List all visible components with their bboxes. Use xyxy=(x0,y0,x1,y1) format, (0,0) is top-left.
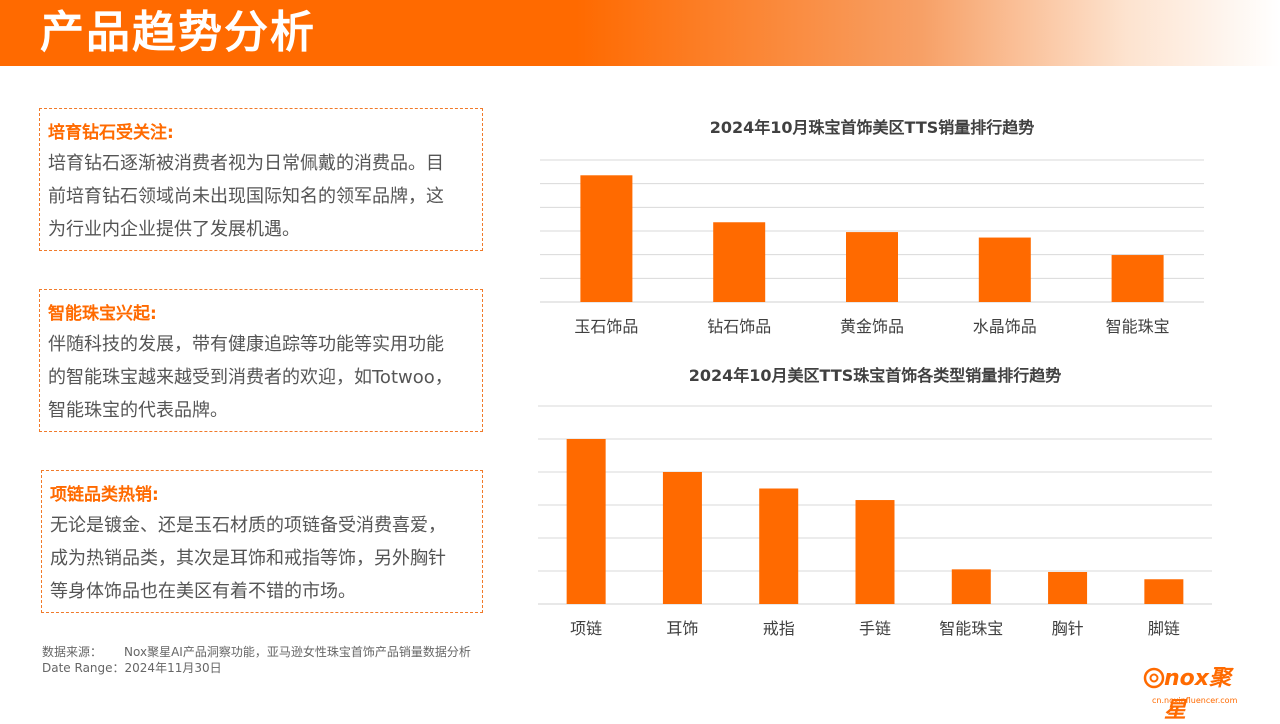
signal-icon xyxy=(1143,667,1165,689)
x-tick-label: 智能珠宝 xyxy=(939,619,1003,638)
x-tick-label: 耳饰 xyxy=(666,619,698,638)
card-body-line: 智能珠宝的代表品牌。 xyxy=(48,400,228,421)
bar xyxy=(1111,255,1164,302)
bar xyxy=(713,222,766,302)
card-body-line: 为行业内企业提供了发展机遇。 xyxy=(48,219,300,240)
card-heading: 智能珠宝兴起: xyxy=(48,304,157,324)
x-tick-label: 手链 xyxy=(859,619,891,638)
x-tick-label: 钻石饰品 xyxy=(707,317,771,336)
chart-title: 2024年10月珠宝首饰美区TTS销量排行趋势 xyxy=(710,118,1035,137)
x-tick-label: 智能珠宝 xyxy=(1106,317,1170,336)
card-body: 无论是镀金、还是玉石材质的项链备受消费喜爱， 成为热销品类，其次是耳饰和戒指等饰… xyxy=(50,509,474,608)
card-body: 培育钻石逐渐被消费者视为日常佩戴的消费品。目 前培育钻石领域尚未出现国际知名的领… xyxy=(48,147,474,246)
card-body-line: 前培育钻石领域尚未出现国际知名的领军品牌，这 xyxy=(48,186,444,207)
x-tick-label: 玉石饰品 xyxy=(574,317,638,336)
bar xyxy=(759,488,799,604)
bar xyxy=(566,439,606,604)
card-body-line: 等身体饰品也在美区有着不错的市场。 xyxy=(50,581,356,602)
insight-card-lab-diamond: 培育钻石受关注: 培育钻石逐渐被消费者视为日常佩戴的消费品。目 前培育钻石领域尚… xyxy=(39,108,483,251)
card-body-line: 的智能珠宝越来越受到消费者的欢迎，如Totwoo， xyxy=(48,367,453,388)
x-tick-label: 胸针 xyxy=(1052,619,1084,638)
x-tick-label: 黄金饰品 xyxy=(840,317,904,336)
bar xyxy=(1144,579,1184,604)
bar xyxy=(978,237,1031,302)
header-banner: 产品趋势分析 xyxy=(0,0,1280,66)
bar xyxy=(580,175,633,302)
bar xyxy=(1048,571,1088,604)
x-tick-label: 项链 xyxy=(570,619,602,638)
x-tick-label: 水晶饰品 xyxy=(973,317,1037,336)
card-body-line: 无论是镀金、还是玉石材质的项链备受消费喜爱， xyxy=(50,515,446,536)
card-heading: 培育钻石受关注: xyxy=(48,123,174,143)
card-body: 伴随科技的发展，带有健康追踪等功能等实用功能 的智能珠宝越来越受到消费者的欢迎，… xyxy=(48,328,474,427)
logo-url: cn.noxinfluencer.com xyxy=(1152,696,1238,705)
page-title: 产品趋势分析 xyxy=(40,7,316,58)
bar xyxy=(662,472,702,604)
bar xyxy=(846,232,898,302)
x-tick-label: 脚链 xyxy=(1148,619,1180,638)
card-body-line: 培育钻石逐渐被消费者视为日常佩戴的消费品。目 xyxy=(48,153,444,174)
date-text: 2024年11月30日 xyxy=(124,661,222,675)
x-tick-label: 戒指 xyxy=(763,619,795,638)
source-text: Nox聚星AI产品洞察功能，亚马逊女性珠宝首饰产品销量数据分析 xyxy=(124,645,471,659)
logo-text: nox聚星 xyxy=(1164,666,1231,723)
card-body-line: 伴随科技的发展，带有健康追踪等功能等实用功能 xyxy=(48,334,444,355)
source-label: 数据来源： xyxy=(42,645,103,659)
card-heading: 项链品类热销: xyxy=(50,485,159,505)
chart-title: 2024年10月美区TTS珠宝首饰各类型销量排行趋势 xyxy=(689,366,1062,385)
insight-card-necklace: 项链品类热销: 无论是镀金、还是玉石材质的项链备受消费喜爱， 成为热销品类，其次… xyxy=(41,470,483,613)
bar xyxy=(951,569,991,604)
footer-source: 数据来源： Nox聚星AI产品洞察功能，亚马逊女性珠宝首饰产品销量数据分析 Dat… xyxy=(42,644,471,676)
bar xyxy=(855,500,895,604)
date-label: Date Range： xyxy=(42,661,125,675)
nox-logo: nox聚星 cn.noxinfluencer.com xyxy=(1142,660,1252,723)
insight-card-smart-jewelry: 智能珠宝兴起: 伴随科技的发展，带有健康追踪等功能等实用功能 的智能珠宝越来越受… xyxy=(39,289,483,432)
card-body-line: 成为热销品类，其次是耳饰和戒指等饰，另外胸针 xyxy=(50,548,446,569)
